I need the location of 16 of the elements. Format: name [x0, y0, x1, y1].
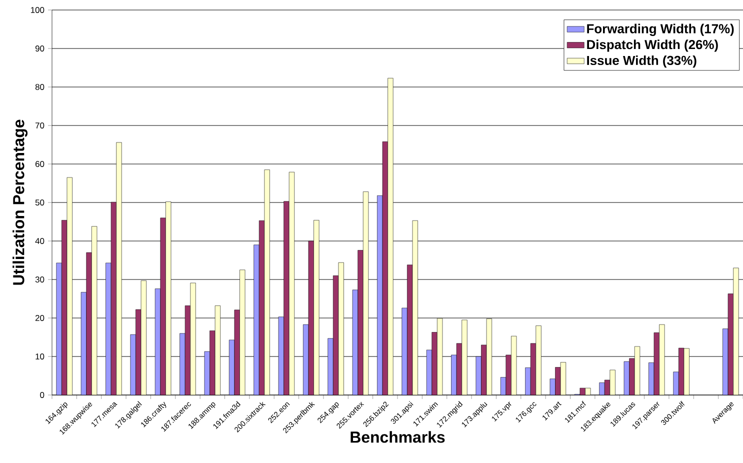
x-axis-title: Benchmarks: [350, 431, 445, 443]
legend-label: Dispatch Width (26%): [587, 40, 718, 52]
y-tick-label: 50: [35, 200, 44, 206]
y-tick-label: 30: [35, 276, 44, 282]
y-tick-label: 60: [36, 161, 44, 167]
y-tick-label: 70: [36, 122, 44, 128]
y-tick-label: 80: [35, 84, 44, 90]
y-tick-label: 40: [35, 238, 44, 244]
y-axis-title: Utilization Percentage: [12, 120, 28, 285]
legend-label: Issue Width (33%): [587, 56, 696, 68]
y-tick-label: 90: [35, 46, 44, 52]
y-tick-label: 10: [36, 354, 44, 360]
legend-label: Forwarding Width (17%): [587, 24, 734, 36]
y-tick-label: 0: [40, 392, 44, 398]
y-tick-label: 20: [35, 315, 44, 321]
y-tick-label: 100: [30, 7, 44, 13]
